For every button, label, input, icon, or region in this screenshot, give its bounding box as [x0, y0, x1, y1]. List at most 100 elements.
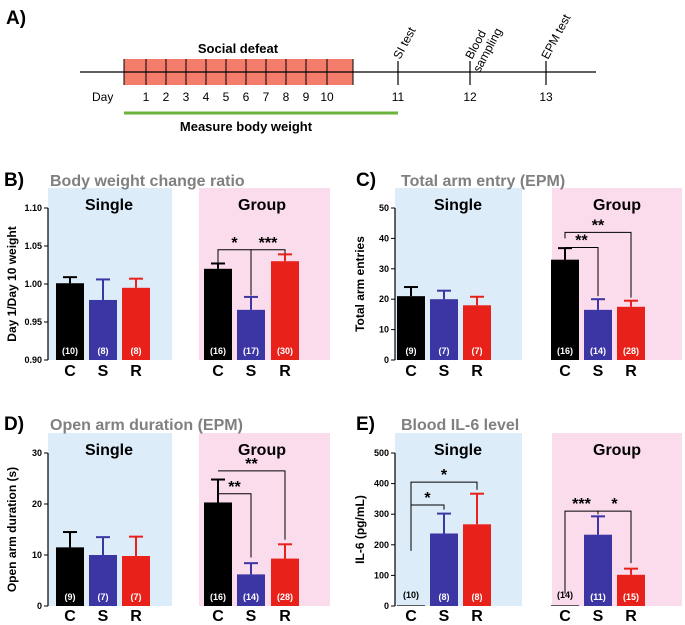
bar-single-C — [397, 296, 425, 360]
bar-group-C — [551, 605, 579, 606]
day-number-5: 5 — [223, 90, 230, 104]
group-label-group: Group — [593, 442, 641, 459]
bar-group-R — [271, 558, 299, 606]
category-label: R — [471, 363, 483, 380]
significance-label: *** — [572, 496, 591, 513]
bar-group-R — [271, 261, 299, 360]
category-label: C — [405, 363, 417, 380]
bar-group-R — [617, 574, 645, 606]
significance-label: * — [424, 490, 431, 507]
y-tick-label: 0 — [384, 601, 389, 611]
n-label: (16) — [210, 592, 226, 602]
category-label: C — [212, 608, 224, 625]
day-number-9: 9 — [303, 90, 310, 104]
bar-single-S — [430, 533, 458, 606]
panel-letter: E) — [356, 414, 375, 435]
day-number-3: 3 — [183, 90, 190, 104]
chart-panel-d: D) Open arm duration (EPM) Single Group 0 10 2… — [4, 414, 330, 625]
chart-panel-c: C) Total arm entry (EPM) Single Group 0 10 20 3… — [353, 170, 682, 380]
y-tick-label: 1.10 — [24, 203, 42, 213]
chart-panel-e: E) Blood IL-6 level Single Group 0 100 200 300 4… — [353, 414, 682, 625]
bar-single-S — [89, 555, 117, 606]
bar-single-C — [56, 283, 84, 360]
n-label: (28) — [623, 346, 639, 356]
group-label-single: Single — [434, 197, 482, 214]
event-label-group: SI test — [390, 24, 419, 61]
y-tick-label: 400 — [374, 479, 389, 489]
category-label: S — [593, 363, 604, 380]
n-label: (9) — [406, 346, 417, 356]
n-label: (8) — [439, 592, 450, 602]
n-label: (7) — [131, 592, 142, 602]
category-label: C — [212, 363, 224, 380]
event-label: EPM test — [538, 11, 574, 61]
significance-bracket — [218, 470, 286, 540]
y-tick-label: 10 — [379, 325, 389, 335]
n-label: (15) — [623, 592, 639, 602]
significance-label: * — [611, 496, 618, 513]
significance-bracket — [250, 249, 286, 296]
day-number-6: 6 — [243, 90, 250, 104]
n-label: (8) — [472, 592, 483, 602]
bar-single-R — [122, 287, 150, 360]
category-label: R — [625, 608, 637, 625]
n-label: (8) — [131, 346, 142, 356]
category-label: S — [98, 363, 109, 380]
n-label: (16) — [210, 346, 226, 356]
event-label: SI test — [390, 24, 419, 61]
y-tick-label: 500 — [374, 448, 389, 458]
timeline-panel: A) Social defeat Day 1 2 3 4 5 6 7 8 9 10 11 12 13 S… — [6, 8, 596, 134]
significance-label: ** — [592, 217, 605, 234]
category-label: S — [98, 608, 109, 625]
significance-label: ** — [245, 456, 258, 473]
category-label: S — [593, 608, 604, 625]
significance-bracket — [218, 493, 252, 558]
significance-label: ** — [575, 233, 588, 250]
day-number-1: 1 — [143, 90, 150, 104]
group-label-group: Group — [238, 197, 286, 214]
category-label: R — [130, 363, 142, 380]
day-number-7: 7 — [263, 90, 270, 104]
day-number-13: 13 — [539, 90, 553, 104]
event-label-group: EPM test — [538, 11, 574, 61]
bar-single-S — [430, 299, 458, 360]
y-tick-label: 30 — [379, 264, 389, 274]
day-number-12: 12 — [463, 90, 477, 104]
significance-label: * — [231, 235, 238, 252]
chart-panel-b: B) Body weight change ratio Single Group 0.9… — [4, 170, 330, 380]
n-label: (11) — [590, 592, 606, 602]
bar-single-R — [463, 305, 491, 360]
significance-label: ** — [228, 479, 241, 496]
category-label: C — [405, 608, 417, 625]
category-label: R — [130, 608, 142, 625]
bar-group-R — [617, 306, 645, 360]
bar-group-C — [551, 259, 579, 360]
single-background — [395, 433, 522, 606]
n-label: (28) — [277, 592, 293, 602]
y-tick-label: 1.00 — [24, 279, 42, 289]
y-tick-label: 0.90 — [24, 355, 42, 365]
group-label-single: Single — [85, 197, 133, 214]
bar-single-S — [89, 299, 117, 360]
day-ticks — [123, 59, 547, 85]
n-label: (9) — [65, 592, 76, 602]
day-number-10: 10 — [320, 90, 334, 104]
n-label: (10) — [403, 590, 419, 600]
y-axis-label: Day 1/Day 10 weight — [5, 226, 19, 341]
charts: B) Body weight change ratio Single Group 0.9… — [4, 170, 682, 625]
bar-group-S — [584, 309, 612, 360]
y-tick-label: 40 — [379, 233, 389, 243]
significance-bracket — [565, 247, 599, 297]
y-tick-label: 200 — [374, 540, 389, 550]
bar-group-C — [204, 268, 232, 360]
panel-letter: B) — [4, 170, 24, 191]
y-tick-label: 20 — [32, 499, 42, 509]
group-label-group: Group — [238, 442, 286, 459]
y-tick-label: 30 — [32, 448, 42, 458]
day-labels: Day 1 2 3 4 5 6 7 8 9 10 11 12 13 — [92, 90, 553, 104]
y-axis-label: Total arm entries — [353, 236, 367, 332]
y-tick-label: 1.05 — [24, 241, 42, 251]
n-label: (10) — [62, 346, 78, 356]
group-label-single: Single — [434, 442, 482, 459]
